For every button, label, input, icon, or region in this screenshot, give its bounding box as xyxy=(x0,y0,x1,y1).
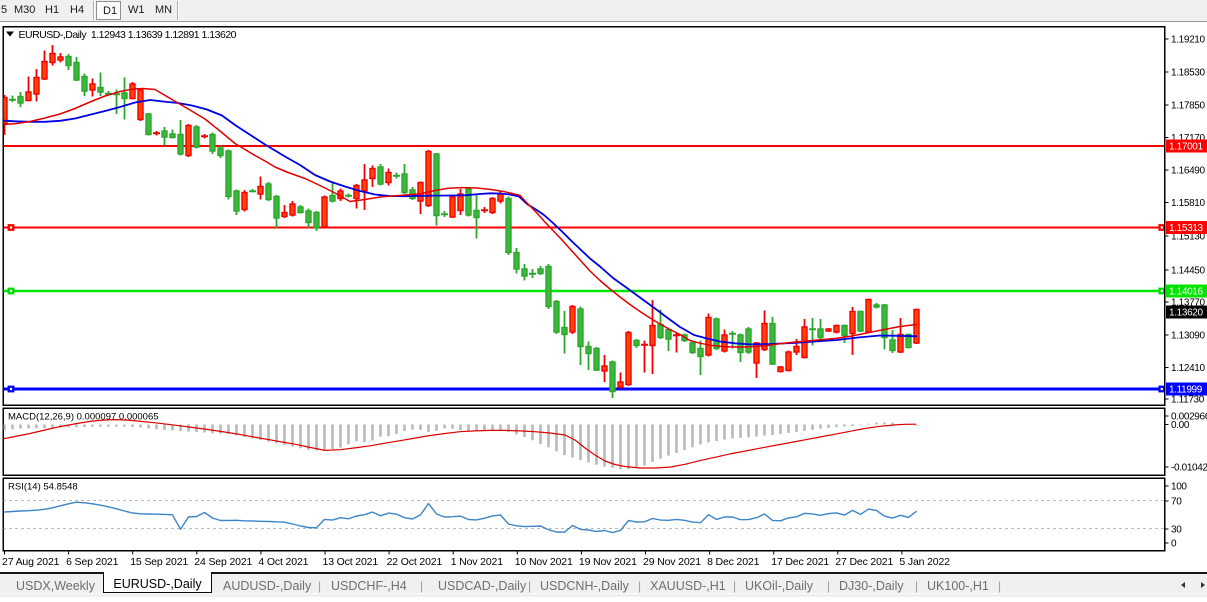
svg-text:8 Dec 2021: 8 Dec 2021 xyxy=(707,556,760,568)
svg-text:100: 100 xyxy=(1171,482,1187,493)
svg-text:4 Oct 2021: 4 Oct 2021 xyxy=(258,556,308,568)
svg-text:24 Sep 2021: 24 Sep 2021 xyxy=(194,556,252,568)
svg-text:1.14450: 1.14450 xyxy=(1171,266,1205,277)
svg-text:13 Oct 2021: 13 Oct 2021 xyxy=(323,556,379,568)
svg-text:1.14016: 1.14016 xyxy=(1169,287,1203,298)
svg-text:1.17170: 1.17170 xyxy=(1171,133,1205,144)
svg-text:1.15810: 1.15810 xyxy=(1171,198,1205,209)
svg-text:29 Nov 2021: 29 Nov 2021 xyxy=(643,556,701,568)
svg-text:1.15313: 1.15313 xyxy=(1169,223,1203,234)
svg-text:1.13770: 1.13770 xyxy=(1171,298,1205,309)
svg-text:1.17850: 1.17850 xyxy=(1171,101,1205,112)
svg-text:1.15130: 1.15130 xyxy=(1171,232,1205,243)
svg-text:1.13090: 1.13090 xyxy=(1171,331,1205,342)
svg-text:1.13620: 1.13620 xyxy=(1169,308,1203,319)
svg-text:30: 30 xyxy=(1171,525,1182,536)
svg-text:1.19210: 1.19210 xyxy=(1171,35,1205,46)
svg-text:17 Dec 2021: 17 Dec 2021 xyxy=(771,556,829,568)
svg-text:1.11999: 1.11999 xyxy=(1169,385,1203,396)
svg-text:19 Nov 2021: 19 Nov 2021 xyxy=(579,556,637,568)
svg-text:27 Dec 2021: 27 Dec 2021 xyxy=(835,556,893,568)
svg-text:1.18530: 1.18530 xyxy=(1171,68,1205,79)
svg-text:RSI(14) 54.8548: RSI(14) 54.8548 xyxy=(8,482,78,493)
svg-text:5 Jan 2022: 5 Jan 2022 xyxy=(899,556,950,568)
svg-text:0.00: 0.00 xyxy=(1171,420,1190,431)
svg-text:1.12410: 1.12410 xyxy=(1171,363,1205,374)
svg-text:1.17001: 1.17001 xyxy=(1169,142,1203,153)
svg-text:15 Sep 2021: 15 Sep 2021 xyxy=(130,556,188,568)
svg-text:27 Aug 2021: 27 Aug 2021 xyxy=(2,556,60,568)
svg-text:10 Nov 2021: 10 Nov 2021 xyxy=(515,556,573,568)
svg-text:1.16490: 1.16490 xyxy=(1171,166,1205,177)
svg-text:22 Oct 2021: 22 Oct 2021 xyxy=(387,556,443,568)
svg-text:EURUSD-,Daily 1.12943 1.13639: EURUSD-,Daily 1.12943 1.13639 1.12891 1.… xyxy=(19,29,237,41)
svg-text:1 Nov 2021: 1 Nov 2021 xyxy=(451,556,504,568)
svg-text:70: 70 xyxy=(1171,497,1182,508)
svg-text:MACD(12,26,9) 0.000097 0.00006: MACD(12,26,9) 0.000097 0.000065 xyxy=(8,412,159,423)
svg-text:0: 0 xyxy=(1171,539,1177,550)
svg-text:-0.010422: -0.010422 xyxy=(1171,463,1207,474)
svg-text:6 Sep 2021: 6 Sep 2021 xyxy=(66,556,119,568)
svg-text:0.002966: 0.002966 xyxy=(1171,412,1207,423)
svg-text:1.11730: 1.11730 xyxy=(1171,395,1205,406)
